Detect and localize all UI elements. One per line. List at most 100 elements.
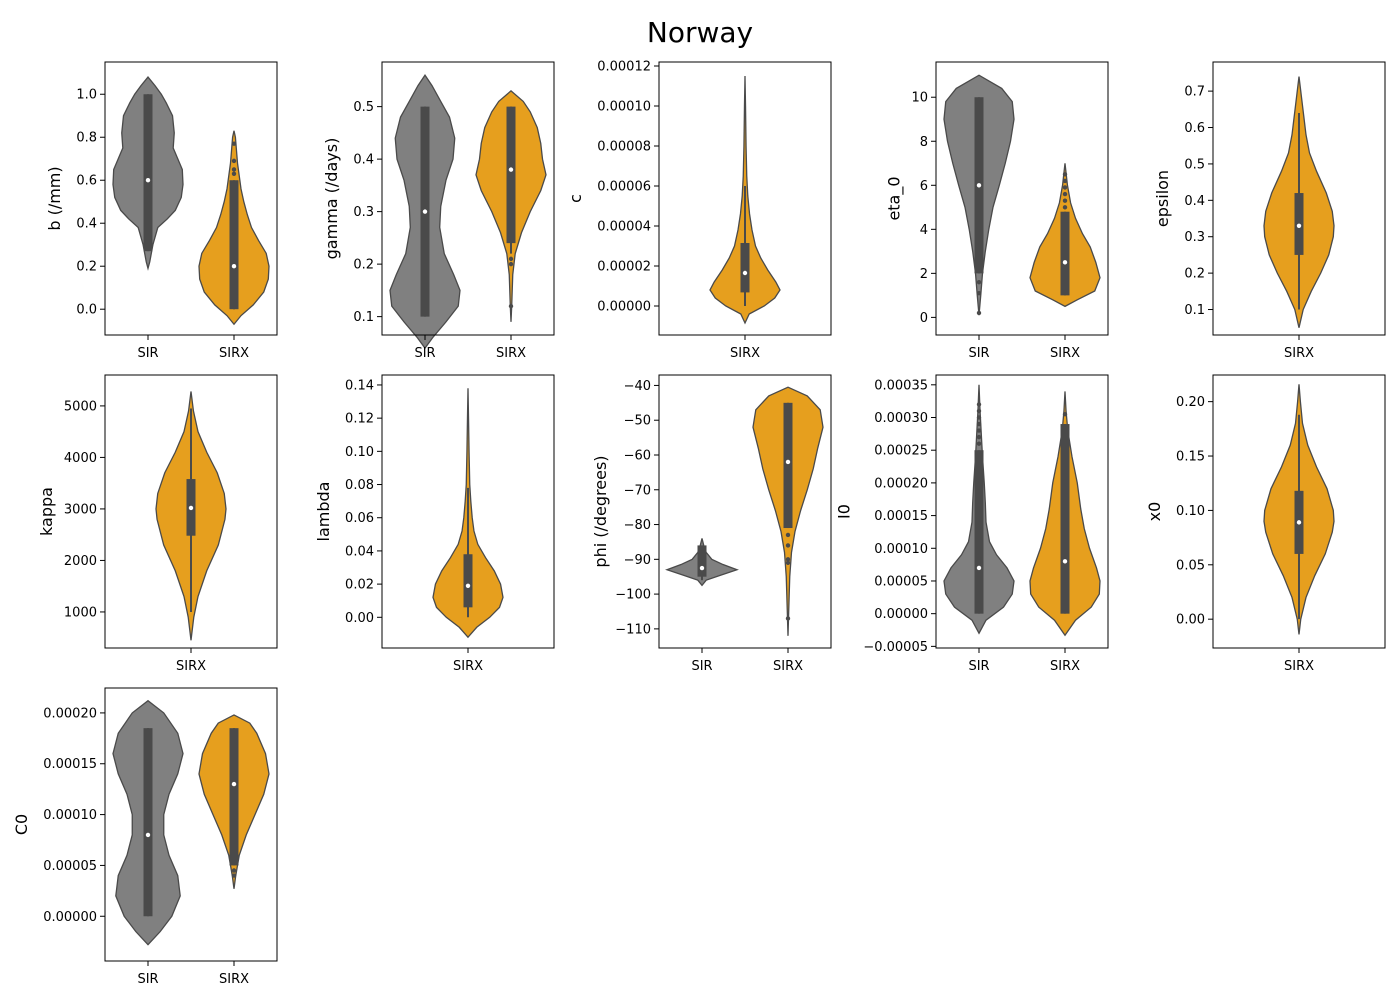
panel-1: 0.1 0.2 0.3 0.4 0.5 SIR SIRX gamma (/days) (322, 61, 555, 361)
y-tick-label: 0 (920, 311, 928, 326)
x-tick-label: SIRX (1284, 659, 1314, 674)
outlier-point (976, 402, 982, 407)
panel-4: 0.1 0.2 0.3 0.4 0.5 0.6 0.7 SIRX epsilon (1153, 61, 1386, 361)
y-tick-label: 10 (911, 91, 928, 106)
outlier-point (785, 543, 791, 548)
x-tick-label: SIR (414, 346, 435, 361)
panel-7: −110 −100 −90 −80 −70 −60 −50 −40 SIR SIRX phi (/d… (591, 374, 832, 674)
x-tick-label: SIRX (1050, 346, 1080, 361)
iqr-box-sirx (1060, 424, 1070, 614)
y-tick-label: −40 (624, 379, 651, 394)
y-axis-label: kappa (37, 487, 56, 536)
y-tick-label: 6 (920, 179, 928, 194)
median-marker-sir (145, 178, 151, 183)
y-tick-label: 3000 (64, 502, 97, 517)
y-tick-label: 0.2 (353, 258, 374, 273)
outlier-point (508, 256, 514, 262)
outlier-point (231, 873, 237, 878)
axes-frame (104, 687, 278, 962)
outlier-point (1062, 412, 1068, 417)
y-tick-label: 0.00020 (874, 476, 928, 491)
y-tick-label: 0.00015 (874, 509, 928, 524)
y-tick-label: 0.15 (1176, 450, 1205, 465)
median-marker-sir (145, 832, 151, 838)
y-tick-label: 0.00004 (597, 220, 651, 235)
x-tick-label: SIR (137, 346, 158, 361)
y-tick-label: −60 (624, 448, 651, 463)
median-marker-sir (699, 565, 705, 571)
outlier-point (976, 408, 982, 414)
y-tick-label: −0.00005 (863, 640, 928, 655)
y-tick-label: 0.4 (353, 153, 374, 168)
y-tick-label: 0.3 (1184, 230, 1205, 245)
outlier-point (1062, 172, 1068, 177)
x-tick-label: SIRX (453, 659, 483, 674)
y-tick-label: 0.3 (353, 205, 374, 220)
y-axis-label: C0 (12, 814, 31, 835)
median-marker-sirx (1062, 559, 1068, 564)
y-tick-label: 0.00010 (597, 100, 651, 115)
iqr-box-sirx (506, 106, 516, 244)
y-tick-label: 0.2 (1184, 267, 1205, 282)
x-tick-label: SIRX (1284, 346, 1314, 361)
median-marker-sirx (742, 270, 748, 276)
outlier-point (1062, 205, 1068, 210)
y-tick-label: 0.5 (1184, 157, 1205, 172)
axes-frame (658, 374, 832, 649)
x-tick-label: SIRX (496, 346, 526, 361)
x-tick-label: SIR (691, 659, 712, 674)
axes-frame (104, 61, 278, 336)
y-tick-label: 0.00002 (597, 260, 651, 275)
iqr-box-sirx (229, 728, 239, 866)
y-tick-label: 4000 (64, 451, 97, 466)
outlier-point (508, 303, 514, 309)
outlier-point (1062, 178, 1068, 184)
panel-8: −0.00005 0.00000 0.00005 0.00010 0.00015 0.00… (835, 374, 1109, 674)
outlier-point (231, 141, 237, 146)
y-axis-label: phi (/degrees) (591, 455, 610, 567)
y-tick-label: 1000 (64, 605, 97, 620)
x-tick-label: SIRX (219, 346, 249, 361)
y-tick-label: 0.00 (1176, 613, 1205, 628)
outlier-point (1062, 185, 1068, 190)
y-tick-label: 0.00005 (874, 574, 928, 589)
iqr-box-sirx (783, 402, 793, 529)
x-tick-label: SIRX (176, 659, 206, 674)
y-tick-label: 0.00000 (597, 300, 651, 315)
y-tick-label: 0.00005 (43, 859, 97, 874)
y-tick-label: 0.10 (1176, 504, 1205, 519)
y-tick-label: 8 (920, 135, 928, 150)
y-axis-label: eta_0 (884, 176, 904, 220)
median-marker-sirx (1062, 260, 1068, 265)
y-tick-label: 0.00008 (597, 140, 651, 155)
outlier-point (231, 158, 237, 164)
outlier-point (976, 434, 982, 440)
y-tick-label: 0.06 (345, 511, 374, 526)
y-tick-label: 0.10 (345, 445, 374, 460)
y-tick-label: 0.02 (345, 578, 374, 593)
panel-0: 0.0 0.2 0.4 0.6 0.8 1.0 SIR SIRX b (/mm) (45, 61, 278, 361)
outlier-point (785, 616, 791, 621)
outlier-point (1062, 191, 1068, 197)
panel-9: 0.00 0.05 0.10 0.15 0.20 SIRX x0 (1145, 374, 1386, 674)
iqr-box-sirx (229, 180, 239, 310)
x-tick-label: SIRX (219, 972, 249, 987)
iqr-box-sirx (1060, 211, 1070, 296)
median-marker-sir (422, 209, 428, 214)
y-tick-label: 0.4 (76, 217, 97, 232)
y-tick-label: 4 (920, 223, 928, 238)
y-tick-label: −90 (624, 553, 651, 568)
x-tick-label: SIR (968, 659, 989, 674)
outlier-point (976, 279, 982, 285)
iqr-box-sir (143, 94, 153, 252)
y-tick-label: 0.00010 (43, 808, 97, 823)
y-tick-label: 0.1 (353, 310, 374, 325)
median-marker-sir (976, 565, 982, 571)
iqr-box-sirx (740, 243, 750, 293)
outlier-point (976, 310, 982, 316)
y-tick-label: −70 (624, 483, 651, 498)
y-axis-label: gamma (/days) (322, 138, 341, 260)
iqr-box-sir (143, 728, 153, 917)
